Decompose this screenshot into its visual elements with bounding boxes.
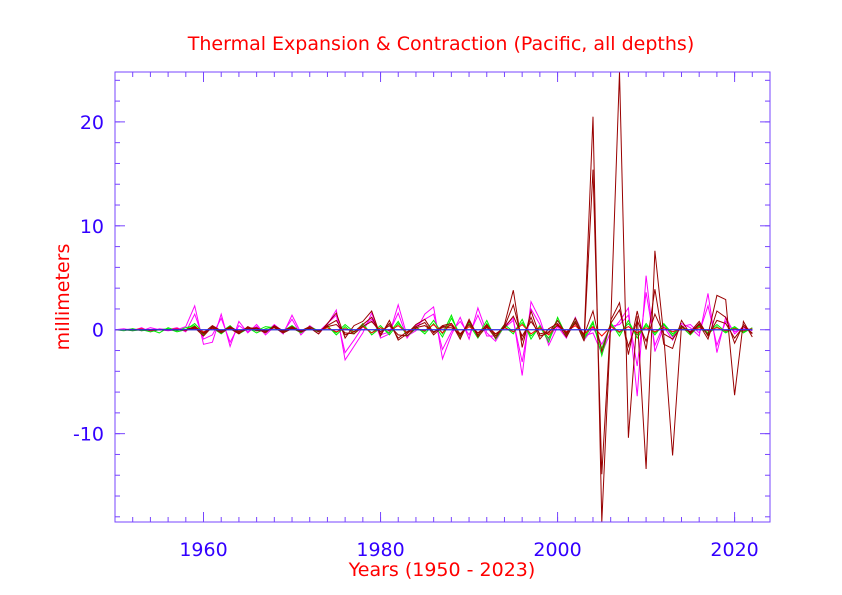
y-tick-label: -10 [73,424,104,446]
x-axis-label: Years (1950 - 2023) [348,559,536,581]
series-layer [114,71,753,523]
y-tick-label: 20 [80,112,104,134]
series-line-green-1 [115,313,753,358]
series-line-magenta-1 [115,275,753,397]
x-tick-label: 2020 [710,539,758,561]
x-tick-label: 1980 [356,539,404,561]
ticks-layer: 1960 1980 2000 2020 -10 0 10 20 [73,72,771,561]
series-line-magenta-2 [114,292,753,367]
series-line-brown-2 [115,169,753,475]
x-tick-label: 2000 [533,539,581,561]
y-tick-label: 10 [80,216,104,238]
chart-title: Thermal Expansion & Contraction (Pacific… [187,33,694,55]
y-tick-label: 0 [92,320,104,342]
series-line-brown-1 [115,71,753,523]
series-line-brown-3 [115,308,753,354]
y-axis-label: millimeters [52,244,74,351]
x-tick-label: 1960 [179,539,227,561]
plot-frame [114,71,771,523]
